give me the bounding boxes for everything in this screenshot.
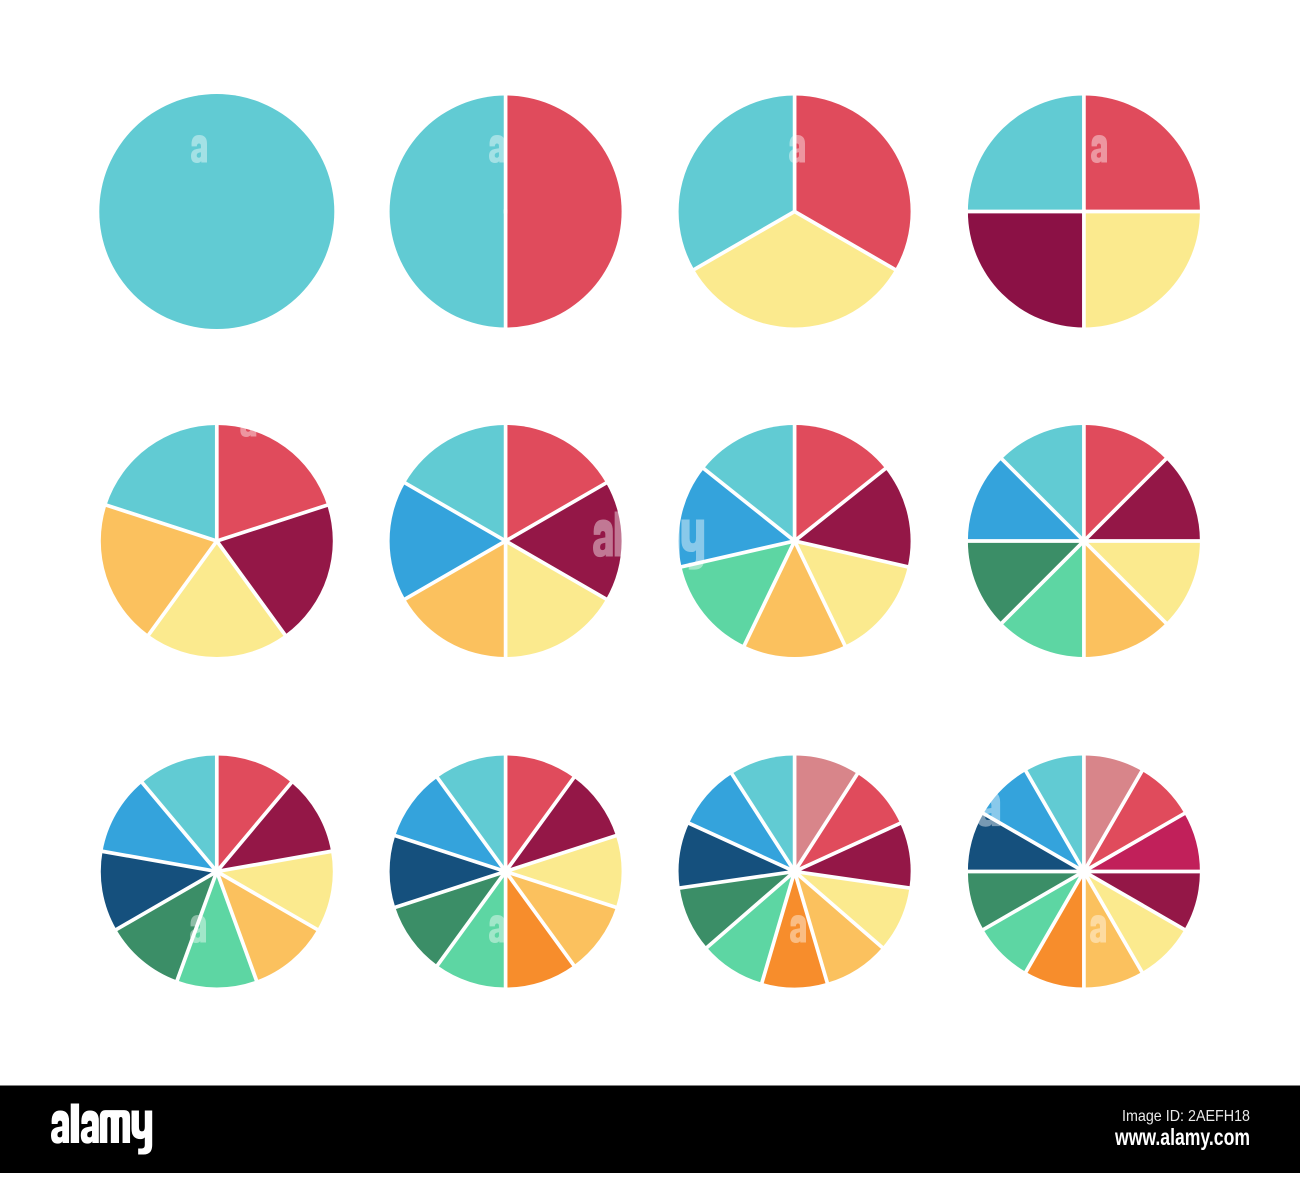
svg-text:Image ID: 2AEFH18: Image ID: 2AEFH18 — [1122, 1108, 1250, 1125]
svg-text:www.alamy.com: www.alamy.com — [1114, 1124, 1250, 1150]
